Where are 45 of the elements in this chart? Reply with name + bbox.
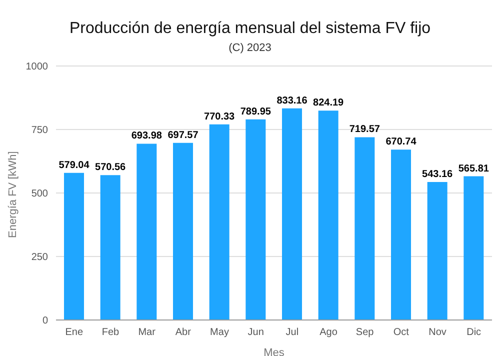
x-tick-label: Oct [393,327,410,338]
bar [100,175,120,320]
bar [391,150,411,320]
x-tick-label: Feb [102,327,120,338]
y-tick-label: 1000 [26,62,48,73]
data-label: 543.16 [422,169,454,180]
data-label: 789.95 [240,106,272,118]
x-tick-label: Abr [175,327,192,338]
x-tick-label: Mar [138,327,156,338]
x-tick-label: Jul [286,327,299,338]
x-tick-label: May [210,327,229,338]
bar [282,108,302,320]
x-tick-label: Ene [65,327,84,338]
bar [64,172,84,320]
y-tick-label: 750 [31,125,48,136]
data-label: 719.57 [349,124,380,136]
y-tick-label: 0 [42,316,48,327]
bar [246,119,266,320]
data-label: 833.16 [276,95,308,106]
data-label: 824.19 [313,98,344,109]
data-label: 770.33 [204,111,236,122]
y-tick-label: 250 [31,252,48,264]
data-label: 693.98 [131,130,162,142]
bar [427,182,448,320]
chart-title: Producción de energía mensual del sistema FV fijo [68,20,432,38]
bar [209,124,230,320]
x-tick-label: Dic [466,327,482,338]
x-tick-label: Ago [320,327,338,338]
x-tick-label: Jun [248,327,264,338]
data-label: 670.74 [386,136,417,148]
chart-subtitle: (C) 2023 [228,42,272,54]
data-label: 579.04 [58,160,90,171]
x-tick-label: Sep [356,327,374,338]
data-label: 565.81 [458,163,490,174]
data-label: 697.57 [168,130,199,141]
bar [173,142,193,320]
bar [464,176,484,320]
x-axis-title: Mes [264,347,285,356]
x-tick-label: Nov [428,327,446,338]
bar [318,110,338,320]
y-tick-label: 500 [31,188,48,200]
bar [136,144,157,320]
y-axis-title: Energía FV [kWh] [6,151,19,238]
data-label: 570.56 [95,162,126,174]
bar [354,137,375,320]
